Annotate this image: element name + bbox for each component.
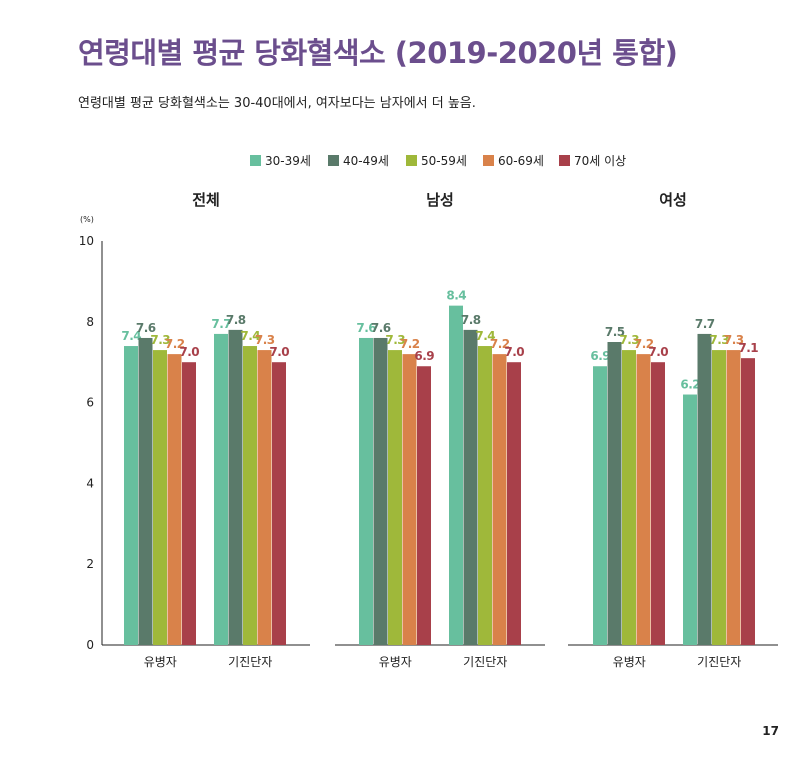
bar [214, 333, 228, 645]
bar [373, 337, 388, 645]
bar [726, 350, 741, 645]
bar [124, 346, 138, 645]
legend-swatch [559, 155, 570, 166]
bar [257, 350, 272, 645]
bar [507, 362, 521, 645]
bar [478, 346, 492, 645]
bar-value-label: 7.3 [619, 333, 639, 347]
bar-value-label: 7.2 [634, 337, 654, 351]
bar [388, 350, 402, 645]
y-tick-label: 4 [86, 476, 94, 490]
legend-label: 30-39세 [265, 154, 311, 168]
bar-value-label: 7.6 [136, 321, 156, 335]
legend-label: 70세 이상 [574, 154, 626, 168]
legend-swatch [328, 155, 339, 166]
bar [272, 362, 286, 645]
page-number: 17 [762, 724, 779, 738]
bar-value-label: 7.7 [695, 317, 715, 331]
bar-value-label: 7.1 [738, 341, 758, 355]
legend-swatch [250, 155, 261, 166]
bar-value-label: 7.8 [226, 313, 246, 327]
bar-value-label: 7.4 [121, 329, 141, 343]
page-title: 연령대별 평균 당화혈색소 (2019-2020년 통합) [78, 36, 678, 70]
legend-label: 40-49세 [343, 154, 389, 168]
bar [607, 342, 622, 645]
bar [712, 350, 726, 645]
y-tick-label: 2 [86, 557, 94, 571]
legend-label: 60-69세 [498, 154, 544, 168]
x-category-label: 유병자 [379, 655, 412, 669]
panel-title: 여성 [659, 191, 687, 209]
bar [593, 366, 607, 645]
bar-value-label: 6.2 [680, 378, 700, 392]
y-tick-label: 8 [86, 315, 94, 329]
bar-value-label: 7.6 [356, 321, 376, 335]
bar-value-label: 7.8 [461, 313, 481, 327]
bar-value-label: 7.2 [490, 337, 510, 351]
x-category-label: 기진단자 [697, 655, 741, 669]
bar-value-label: 7.3 [709, 333, 729, 347]
bar-value-label: 7.0 [179, 345, 199, 359]
bar-value-label: 7.0 [269, 345, 289, 359]
x-category-label: 유병자 [613, 655, 646, 669]
x-category-label: 기진단자 [228, 655, 272, 669]
bar [417, 366, 431, 645]
bar-value-label: 7.3 [724, 333, 744, 347]
y-tick-label: 6 [86, 396, 94, 410]
bar-value-label: 7.0 [504, 345, 524, 359]
bar-value-label: 7.2 [400, 337, 420, 351]
bar [228, 329, 243, 645]
bar [741, 358, 755, 645]
x-category-label: 유병자 [144, 655, 177, 669]
legend-label: 50-59세 [421, 154, 467, 168]
bar [697, 333, 712, 645]
bar-value-label: 7.5 [605, 325, 625, 339]
bar [182, 362, 196, 645]
bar-value-label: 7.2 [165, 337, 185, 351]
bar [449, 305, 463, 645]
bar-value-label: 7.0 [648, 345, 668, 359]
bar [651, 362, 665, 645]
x-category-label: 기진단자 [463, 655, 507, 669]
bar-value-label: 6.9 [414, 349, 434, 363]
bar [463, 329, 478, 645]
panel-title: 남성 [426, 191, 454, 209]
y-tick-label: 0 [86, 638, 94, 652]
bar-value-label: 7.3 [385, 333, 405, 347]
bar [167, 354, 182, 645]
bar-value-label: 7.3 [150, 333, 170, 347]
bar-value-label: 8.4 [446, 289, 466, 303]
page-subtitle: 연령대별 평균 당화혈색소는 30-40대에서, 여자보다는 남자에서 더 높음… [78, 96, 476, 111]
bar [243, 346, 257, 645]
bar [402, 354, 417, 645]
y-tick-label: 10 [79, 234, 94, 248]
bar [138, 337, 153, 645]
bar [492, 354, 507, 645]
bar [622, 350, 636, 645]
bar-value-label: 7.7 [211, 317, 231, 331]
bar-value-label: 7.4 [475, 329, 495, 343]
bar [153, 350, 167, 645]
bar [359, 337, 373, 645]
bar [683, 394, 697, 645]
bar [636, 354, 651, 645]
legend-swatch [483, 155, 494, 166]
bar-value-label: 7.6 [371, 321, 391, 335]
bar-value-label: 7.4 [240, 329, 260, 343]
y-axis-unit: (%) [80, 215, 94, 224]
bar-value-label: 7.3 [255, 333, 275, 347]
legend-swatch [406, 155, 417, 166]
panel-title: 전체 [192, 191, 220, 209]
bar-value-label: 6.9 [590, 349, 610, 363]
